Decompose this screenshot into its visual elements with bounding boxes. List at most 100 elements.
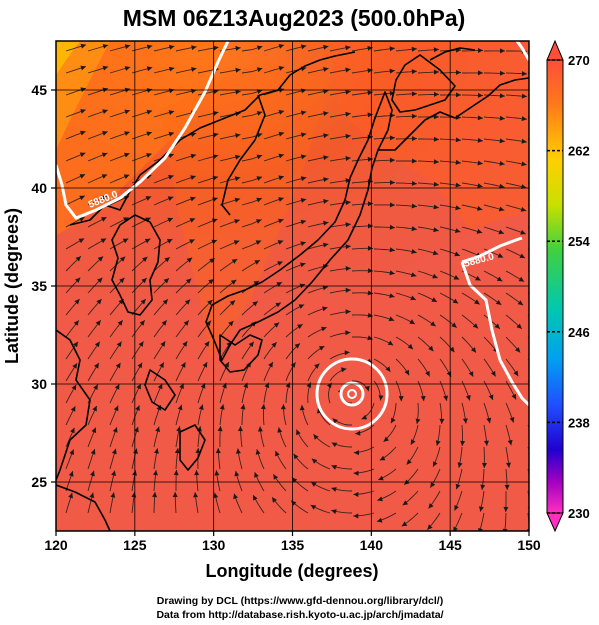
streamline-arrow (235, 154, 241, 160)
streamline-arrow (94, 341, 100, 348)
streamline-arrow (95, 320, 101, 326)
streamline-arrow (488, 394, 494, 400)
streamline-arrow (322, 306, 328, 312)
streamline-arrow (345, 287, 351, 293)
streamline-arrow (234, 219, 240, 224)
streamline-arrow (390, 180, 395, 185)
streamline-arrow (92, 405, 97, 412)
streamline (527, 270, 529, 273)
streamline-arrow (465, 395, 471, 401)
streamline-arrow (355, 430, 361, 436)
streamline-arrow (389, 90, 395, 96)
streamline-arrow (213, 45, 219, 51)
streamline-arrow (471, 347, 476, 353)
streamline-arrow (163, 278, 169, 284)
streamline-arrow (146, 109, 153, 115)
streamline (527, 182, 529, 184)
streamline-arrow (311, 482, 317, 487)
x-tick-label: 140 (360, 537, 384, 553)
streamline (527, 248, 529, 250)
streamline (527, 226, 529, 228)
streamline-arrow (499, 93, 505, 99)
streamline-arrow (124, 152, 130, 158)
streamline-arrow (200, 383, 206, 389)
x-tick-label: 135 (281, 537, 305, 553)
streamline-arrow (253, 280, 260, 286)
streamline-arrow (138, 341, 144, 347)
streamline-arrow (479, 506, 484, 512)
streamline-arrow (513, 370, 519, 377)
streamline-arrow (345, 156, 351, 161)
streamline-arrow (353, 513, 359, 519)
streamline-arrow (174, 448, 180, 454)
streamline-arrow (235, 45, 241, 51)
x-axis-label: Longitude (degrees) (205, 561, 378, 581)
streamline-arrow (388, 316, 395, 322)
streamline-arrow (318, 346, 325, 351)
streamline-arrow (519, 253, 525, 258)
streamline-arrow (190, 196, 196, 202)
streamline-arrow (389, 46, 395, 52)
streamline-arrow (432, 273, 438, 279)
streamline-arrow (275, 450, 280, 457)
streamline-arrow (68, 492, 73, 499)
streamline-arrow (229, 300, 236, 306)
streamline-arrow (495, 299, 502, 305)
streamline-arrow (273, 474, 279, 480)
streamline-arrow (345, 67, 351, 73)
streamline-arrow (477, 183, 483, 189)
streamline-arrow (213, 110, 219, 116)
streamline-arrow (168, 153, 174, 159)
streamline-arrow (449, 346, 455, 353)
streamline-arrow (482, 462, 487, 468)
streamline-arrow (455, 137, 461, 143)
streamline-arrow (353, 470, 359, 476)
streamline-arrow (255, 240, 262, 245)
streamline-arrow (300, 110, 307, 116)
streamline-arrow (313, 434, 319, 440)
streamline-arrow (353, 450, 359, 456)
streamline-arrow (190, 175, 196, 180)
streamline-arrow (164, 257, 170, 263)
streamline-arrow (91, 427, 97, 434)
streamline-arrow (167, 217, 173, 223)
y-tick-label: 35 (31, 278, 47, 294)
streamline-arrow (345, 200, 351, 206)
streamline-arrow (74, 299, 80, 305)
streamline (527, 160, 529, 162)
streamline-arrow (521, 71, 527, 77)
streamline-arrow (213, 89, 219, 95)
streamline-arrow (133, 448, 138, 454)
streamline-arrow (235, 448, 241, 454)
streamline-arrow (323, 177, 329, 182)
streamline-arrow (539, 324, 544, 329)
streamline-arrow (102, 65, 109, 71)
x-axis: 120 125 130 135 140 145 150 (44, 531, 541, 553)
streamline-arrow (300, 132, 307, 138)
streamline-arrow (494, 323, 500, 329)
streamline-arrow (430, 482, 436, 488)
streamline-arrow (96, 299, 102, 305)
streamline-arrow (296, 429, 301, 436)
streamline-arrow (254, 472, 259, 478)
streamline-arrow (111, 448, 117, 455)
streamline-arrow (477, 160, 483, 166)
streamline-arrow (90, 449, 96, 455)
streamline-arrow (300, 154, 307, 160)
streamline-arrow (298, 304, 305, 309)
streamline-arrow (299, 405, 305, 411)
streamline-arrow (341, 367, 347, 373)
streamline-arrow (123, 217, 129, 222)
streamline-arrow (411, 203, 417, 209)
streamline-arrow (345, 244, 351, 250)
streamline-arrow (80, 130, 86, 136)
streamline-arrow (228, 320, 234, 327)
streamline-arrow (455, 182, 461, 188)
streamline-arrow (297, 324, 303, 329)
streamline-arrow (208, 279, 214, 285)
streamline-arrow (474, 299, 480, 305)
streamline-arrow (389, 135, 395, 141)
streamline-arrow (278, 218, 284, 224)
streamline-arrow (345, 89, 351, 95)
streamline-arrow (173, 470, 179, 476)
